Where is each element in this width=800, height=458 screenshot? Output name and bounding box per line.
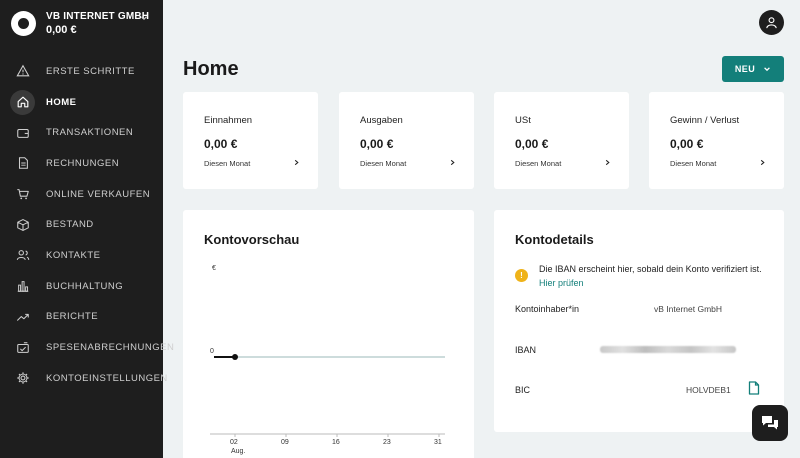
stat-title: USt <box>515 115 531 126</box>
iban-notice-text: Die IBAN erscheint hier, sobald dein Kon… <box>539 264 762 274</box>
sidebar-item-spesenabrechnungen[interactable]: SPESENABRECHNUNGEN <box>0 332 174 363</box>
sidebar-item-label: ONLINE VERKAUFEN <box>46 188 151 200</box>
company-name: VB INTERNET GMBH <box>46 11 150 22</box>
sidebar-item-label: TRANSAKTIONEN <box>46 127 134 139</box>
document-icon <box>10 151 35 176</box>
chevron-right-icon <box>294 159 299 166</box>
x-tick-label: 23 <box>383 439 391 446</box>
data-point <box>232 354 238 360</box>
chevron-right-icon <box>450 159 455 166</box>
sidebar-item-online-verkaufen[interactable]: ONLINE VERKAUFEN <box>0 179 163 210</box>
x-month-label: Aug. <box>231 448 245 455</box>
user-avatar[interactable] <box>759 10 784 35</box>
bic-value: HOLVDEB1 <box>686 385 731 395</box>
kontovorschau-title: Kontovorschau <box>204 232 300 247</box>
chevron-right-icon <box>605 159 610 166</box>
copy-icon[interactable] <box>748 381 760 395</box>
sidebar-item-bestand[interactable]: BESTAND <box>0 209 163 240</box>
sidebar-item-label: BUCHHALTUNG <box>46 280 124 292</box>
chevron-right-icon <box>760 159 765 166</box>
chevron-down-icon <box>141 16 147 20</box>
new-button[interactable]: NEU <box>722 56 784 82</box>
y-axis-unit: € <box>212 265 216 272</box>
trend-icon <box>10 304 35 329</box>
sidebar-item-label: BESTAND <box>46 219 94 231</box>
stat-period: Diesen Monat <box>360 159 407 168</box>
stat-value: 0,00 € <box>360 137 394 151</box>
sidebar-item-buchhaltung[interactable]: BUCHHALTUNG <box>0 271 163 302</box>
chat-button[interactable] <box>752 405 788 441</box>
sidebar-item-home[interactable]: HOME <box>0 87 163 118</box>
stat-card-einnahmen[interactable]: Einnahmen 0,00 € Diesen Monat <box>183 92 318 189</box>
iban-label: IBAN <box>515 345 537 355</box>
company-logo <box>11 11 36 36</box>
cart-icon <box>10 182 35 207</box>
sidebar-nav: ERSTE SCHRITTE HOME TRANSAKTIONEN RECHNU… <box>0 56 174 394</box>
page-title: Home <box>183 58 239 80</box>
sidebar: VB INTERNET GMBH 0,00 € ERSTE SCHRITTE H… <box>0 0 174 458</box>
sidebar-item-label: HOME <box>46 96 77 108</box>
kontodetails-title: Kontodetails <box>515 232 594 247</box>
stat-card-ust[interactable]: USt 0,00 € Diesen Monat <box>494 92 629 189</box>
stat-value: 0,00 € <box>515 137 549 151</box>
gear-icon <box>10 366 35 391</box>
sidebar-item-label: KONTAKTE <box>46 249 101 261</box>
sidebar-item-kontoeinstellungen[interactable]: KONTOEINSTELLUNGEN <box>0 363 167 394</box>
kontovorschau-panel: Kontovorschau €0 02 09 16 23 31 Aug. <box>183 210 474 458</box>
receipt-icon <box>10 335 35 360</box>
x-tick-label: 09 <box>281 439 289 446</box>
stat-card-gewinn-verlust[interactable]: Gewinn / Verlust 0,00 € Diesen Monat <box>649 92 784 189</box>
y-tick-label: 0 <box>210 348 214 355</box>
sidebar-item-berichte[interactable]: BERICHTE <box>0 302 163 333</box>
bar-chart-icon <box>10 274 35 299</box>
holder-value: vB Internet GmbH <box>654 304 723 314</box>
sidebar-item-label: BERICHTE <box>46 311 99 323</box>
stat-title: Einnahmen <box>204 115 253 126</box>
sidebar-item-kontakte[interactable]: KONTAKTE <box>0 240 163 271</box>
user-icon <box>766 17 777 29</box>
box-icon <box>10 212 35 237</box>
sidebar-item-label: SPESENABRECHNUNGEN <box>46 342 175 354</box>
iban-value-redacted <box>600 346 736 353</box>
company-balance: 0,00 € <box>46 24 77 36</box>
sidebar-item-label: KONTOEINSTELLUNGEN <box>46 372 168 384</box>
sidebar-item-erste-schritte[interactable]: ERSTE SCHRITTE <box>0 56 163 87</box>
contacts-icon <box>10 243 35 268</box>
holder-label: Kontoinhaber*in <box>515 304 580 314</box>
kontodetails-panel: Kontodetails ! Die IBAN erscheint hier, … <box>494 210 784 432</box>
bic-label: BIC <box>515 385 531 395</box>
stat-value: 0,00 € <box>670 137 704 151</box>
stat-title: Gewinn / Verlust <box>670 115 740 126</box>
stat-title: Ausgaben <box>360 115 403 126</box>
chevron-down-icon <box>764 67 770 72</box>
x-tick-label: 02 <box>230 439 238 446</box>
company-switcher[interactable]: VB INTERNET GMBH 0,00 € <box>0 0 163 46</box>
new-button-label: NEU <box>734 64 756 74</box>
x-tick-label: 16 <box>332 439 340 446</box>
x-tick-label: 31 <box>434 439 442 446</box>
stat-period: Diesen Monat <box>670 159 717 168</box>
stat-period: Diesen Monat <box>204 159 251 168</box>
wallet-icon <box>10 120 35 145</box>
chat-icon <box>762 416 778 430</box>
sidebar-item-label: ERSTE SCHRITTE <box>46 65 135 77</box>
sidebar-item-label: RECHNUNGEN <box>46 157 120 169</box>
info-icon: ! <box>515 269 528 282</box>
stat-value: 0,00 € <box>204 137 238 151</box>
account-preview-chart: €0 02 09 16 23 31 Aug. <box>210 265 445 455</box>
stat-period: Diesen Monat <box>515 159 562 168</box>
verify-link[interactable]: Hier prüfen <box>539 278 584 288</box>
sidebar-item-transaktionen[interactable]: TRANSAKTIONEN <box>0 117 163 148</box>
sidebar-item-rechnungen[interactable]: RECHNUNGEN <box>0 148 163 179</box>
warning-icon <box>10 59 35 84</box>
home-icon <box>10 89 35 115</box>
stat-card-ausgaben[interactable]: Ausgaben 0,00 € Diesen Monat <box>339 92 474 189</box>
